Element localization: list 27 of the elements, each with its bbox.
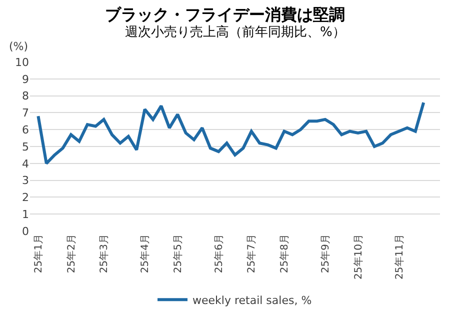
y-tick-label: 4	[22, 157, 29, 170]
y-tick-label: 5	[22, 140, 29, 154]
x-tick-label: 25年2月	[65, 234, 78, 274]
y-tick-label: 8	[22, 90, 29, 103]
y-tick-label: 6	[22, 123, 29, 136]
chart-subtitle: 週次小売り売上高（前年同期比、%）	[125, 24, 346, 40]
x-tick-label: 25年4月	[139, 234, 152, 274]
y-tick-label: 10	[15, 56, 29, 69]
y-tick-label: 3	[22, 174, 29, 188]
y-axis-title: (%)	[9, 40, 28, 53]
y-tick-label: 9	[22, 72, 29, 86]
legend-label: weekly retail sales, %	[192, 294, 312, 307]
x-tick-label: 25年10月	[352, 234, 364, 280]
x-tick-label: 25年6月	[212, 234, 225, 274]
x-tick-label: 25年5月	[172, 234, 184, 274]
x-tick-label: 25年7月	[246, 234, 258, 274]
line-series	[36, 101, 426, 165]
x-tick-label: 25年8月	[278, 234, 290, 274]
y-tick-label: 7	[22, 106, 29, 120]
x-tick-label: 25年11月	[393, 234, 406, 280]
y-tick-label: 1	[22, 208, 29, 221]
y-tick-label: 0	[22, 224, 29, 238]
x-tick-label: 25年9月	[319, 234, 332, 274]
chart-title: ブラック・フライデー消費は堅調	[105, 5, 345, 24]
x-tick-label: 25年3月	[98, 234, 110, 274]
x-tick-label: 25年1月	[32, 234, 44, 274]
y-tick-label: 2	[22, 191, 29, 204]
